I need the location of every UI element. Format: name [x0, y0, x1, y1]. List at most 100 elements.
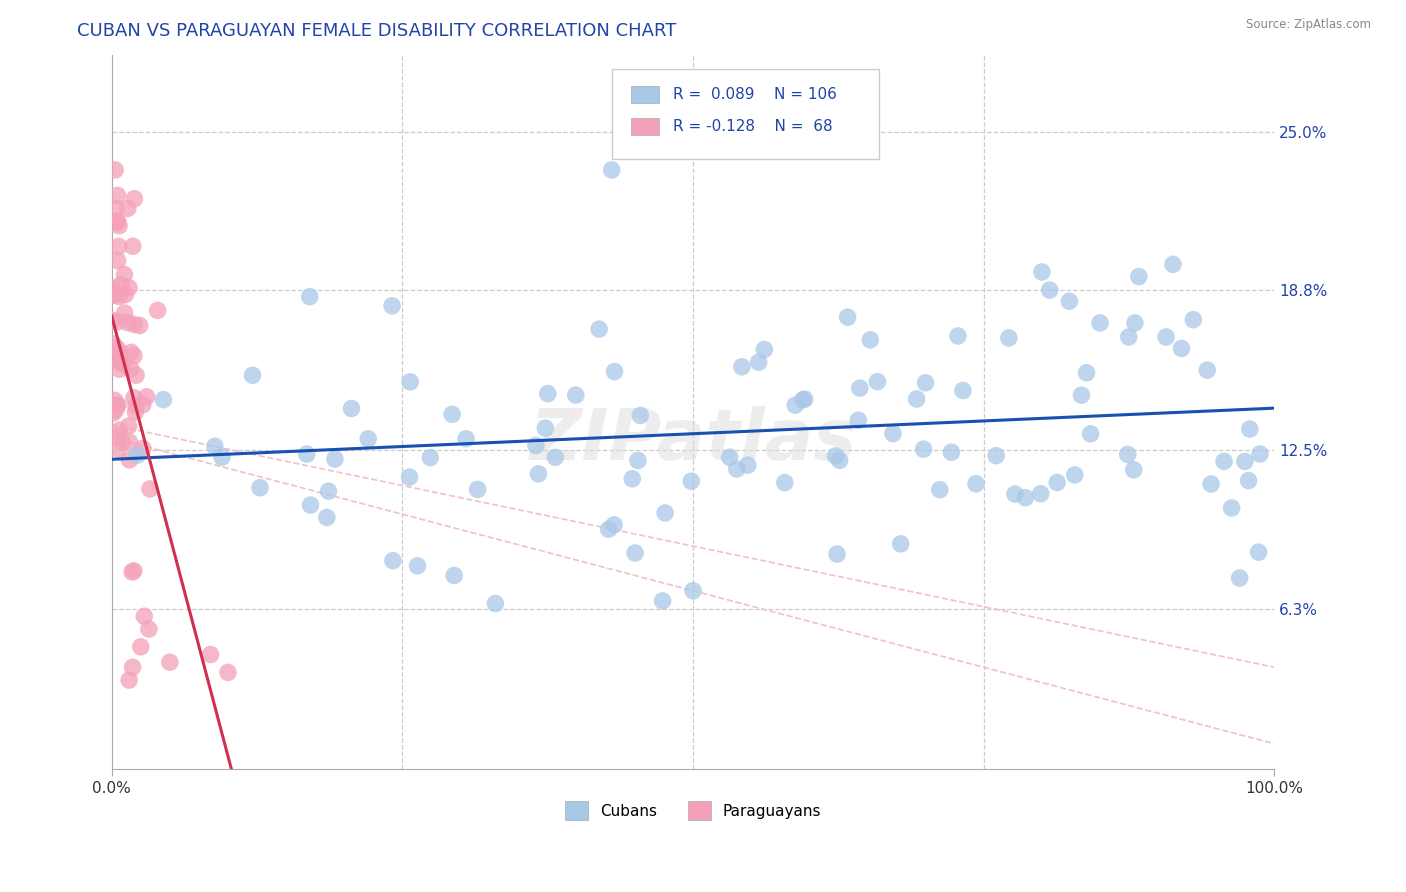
Point [748, 355, 770, 369]
Point [217, 665, 239, 680]
Point [120, 345, 142, 359]
Point [1128, 269, 1150, 284]
Point [1220, 500, 1243, 515]
Point [1229, 571, 1251, 585]
Point [1046, 475, 1069, 490]
Point [441, 407, 464, 421]
Point [122, 391, 145, 405]
Point [849, 381, 872, 395]
Point [398, 470, 420, 484]
Point [139, 482, 162, 496]
Point [419, 450, 441, 465]
Point [1239, 422, 1261, 436]
Point [1213, 454, 1236, 468]
Point [299, 498, 322, 512]
Point [110, 354, 132, 368]
Point [122, 349, 145, 363]
Point [159, 655, 181, 669]
Point [1154, 330, 1177, 344]
Point [146, 303, 169, 318]
Point [1116, 447, 1139, 461]
Point [534, 421, 557, 435]
Point [1014, 491, 1036, 505]
Point [1031, 265, 1053, 279]
Point [825, 547, 848, 561]
Point [1076, 366, 1098, 380]
Point [1123, 316, 1146, 330]
Point [1249, 447, 1271, 461]
Point [121, 660, 143, 674]
Point [125, 368, 148, 383]
Point [537, 386, 560, 401]
Point [107, 315, 129, 329]
Point [1004, 487, 1026, 501]
Point [104, 403, 127, 417]
FancyBboxPatch shape [631, 118, 659, 135]
Point [914, 376, 936, 390]
Point [952, 384, 974, 398]
Point [588, 322, 610, 336]
Text: ZIPatlas: ZIPatlas [530, 406, 856, 475]
Point [1080, 426, 1102, 441]
Point [565, 388, 588, 402]
Text: R =  0.089    N = 106: R = 0.089 N = 106 [673, 87, 837, 102]
Point [381, 299, 404, 313]
Point [108, 345, 131, 359]
Point [108, 289, 131, 303]
Point [112, 268, 135, 282]
Point [828, 453, 851, 467]
Point [905, 392, 928, 406]
Point [107, 398, 129, 412]
Point [941, 445, 963, 459]
Point [110, 277, 132, 292]
Point [104, 393, 127, 408]
Point [1070, 388, 1092, 402]
Point [1237, 474, 1260, 488]
Point [737, 458, 759, 473]
Point [318, 484, 340, 499]
Point [107, 442, 129, 457]
Point [654, 506, 676, 520]
Point [105, 216, 128, 230]
Point [128, 318, 150, 333]
Point [1197, 363, 1219, 377]
Point [117, 316, 139, 330]
Text: Source: ZipAtlas.com: Source: ZipAtlas.com [1246, 18, 1371, 31]
Point [107, 239, 129, 253]
Point [866, 375, 889, 389]
Point [200, 648, 222, 662]
Point [912, 442, 935, 456]
Point [121, 565, 143, 579]
Point [998, 331, 1021, 345]
Point [381, 554, 404, 568]
Point [104, 287, 127, 301]
Point [965, 476, 987, 491]
Text: R = -0.128    N =  68: R = -0.128 N = 68 [673, 119, 832, 134]
Point [108, 423, 131, 437]
Point [1029, 487, 1052, 501]
Point [793, 392, 815, 406]
Point [1182, 312, 1205, 326]
Point [1059, 294, 1081, 309]
Point [108, 219, 131, 233]
Point [101, 336, 124, 351]
Point [658, 137, 681, 152]
Point [315, 510, 337, 524]
Point [792, 392, 814, 407]
Legend: Cubans, Paraguayans: Cubans, Paraguayans [558, 795, 827, 826]
Point [837, 310, 859, 325]
Point [134, 609, 156, 624]
Point [132, 398, 155, 412]
Point [681, 474, 703, 488]
Point [124, 405, 146, 419]
Point [627, 453, 650, 467]
Point [484, 597, 506, 611]
Point [122, 318, 145, 332]
Point [628, 409, 651, 423]
Point [121, 239, 143, 253]
Point [725, 462, 748, 476]
Point [129, 640, 152, 654]
Point [1199, 477, 1222, 491]
Point [1088, 316, 1111, 330]
Point [754, 343, 776, 357]
